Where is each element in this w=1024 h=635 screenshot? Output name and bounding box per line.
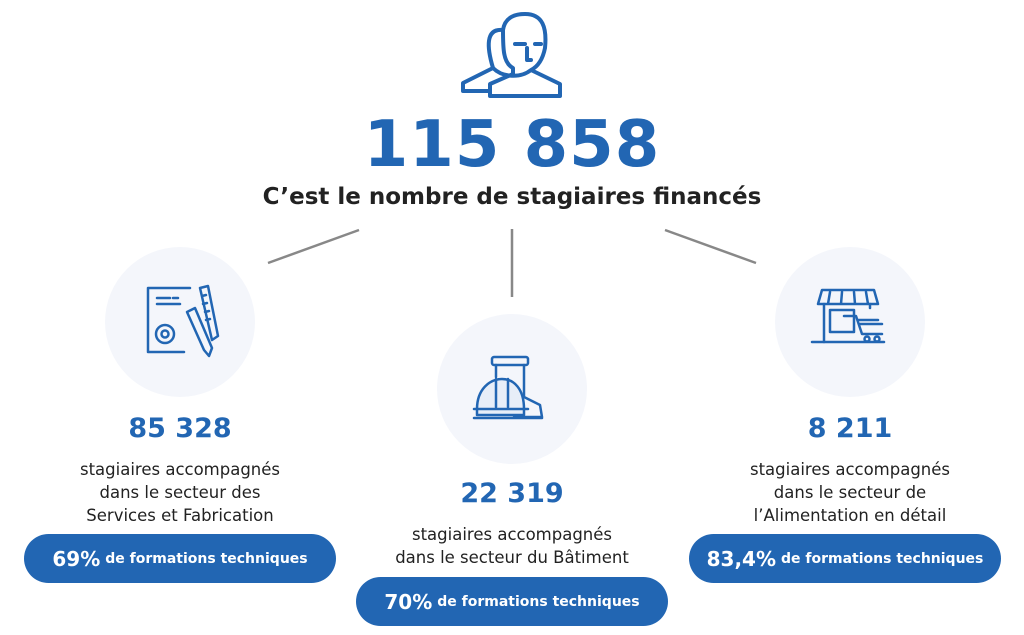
desc-line: stagiaires accompagnés (749, 460, 951, 479)
connector-right (664, 228, 757, 265)
connector-lines (267, 228, 757, 297)
total-subtitle: C’est le nombre de stagiaires financés (262, 184, 762, 210)
desc-line: stagiaires accompagnés (411, 525, 613, 544)
badge-label: de formations techniques (437, 593, 640, 610)
users-icon (461, 12, 562, 98)
document-gear-pencil-icon (146, 284, 220, 358)
sector-services-circle (105, 247, 255, 397)
technical-training-badge: 69% de formations techniques (24, 534, 336, 583)
sector-batiment-circle (437, 314, 587, 464)
badge-percent: 83,4% (706, 546, 777, 571)
technical-training-badge: 70% de formations techniques (356, 577, 668, 626)
badge-percent: 69% (52, 546, 101, 571)
sector-description: stagiaires accompagnés dans le secteur d… (680, 458, 1020, 527)
sector-count: 85 328 (128, 413, 232, 444)
sector-alimentation-circle (775, 247, 925, 397)
desc-line: dans le secteur des (99, 483, 261, 502)
badge-label: de formations techniques (781, 550, 984, 567)
desc-line: dans le secteur de (773, 483, 927, 502)
sector-description: stagiaires accompagnés dans le secteur d… (10, 458, 350, 527)
desc-line: stagiaires accompagnés (79, 460, 281, 479)
sector-count: 8 211 (807, 413, 893, 444)
badge-label: de formations techniques (105, 550, 308, 567)
shop-cart-icon (810, 288, 886, 344)
connector-left (267, 228, 360, 265)
sector-count: 22 319 (460, 478, 564, 509)
desc-line: dans le secteur du Bâtiment (395, 548, 629, 567)
badge-percent: 70% (384, 589, 433, 614)
desc-line: l’Alimentation en détail (753, 506, 947, 525)
total-trainees: 115 858 (363, 108, 661, 182)
desc-line: Services et Fabrication (86, 506, 274, 525)
technical-training-badge: 83,4% de formations techniques (689, 534, 1001, 583)
sector-description: stagiaires accompagnés dans le secteur d… (342, 523, 682, 569)
boot-helmet-icon (472, 355, 544, 420)
